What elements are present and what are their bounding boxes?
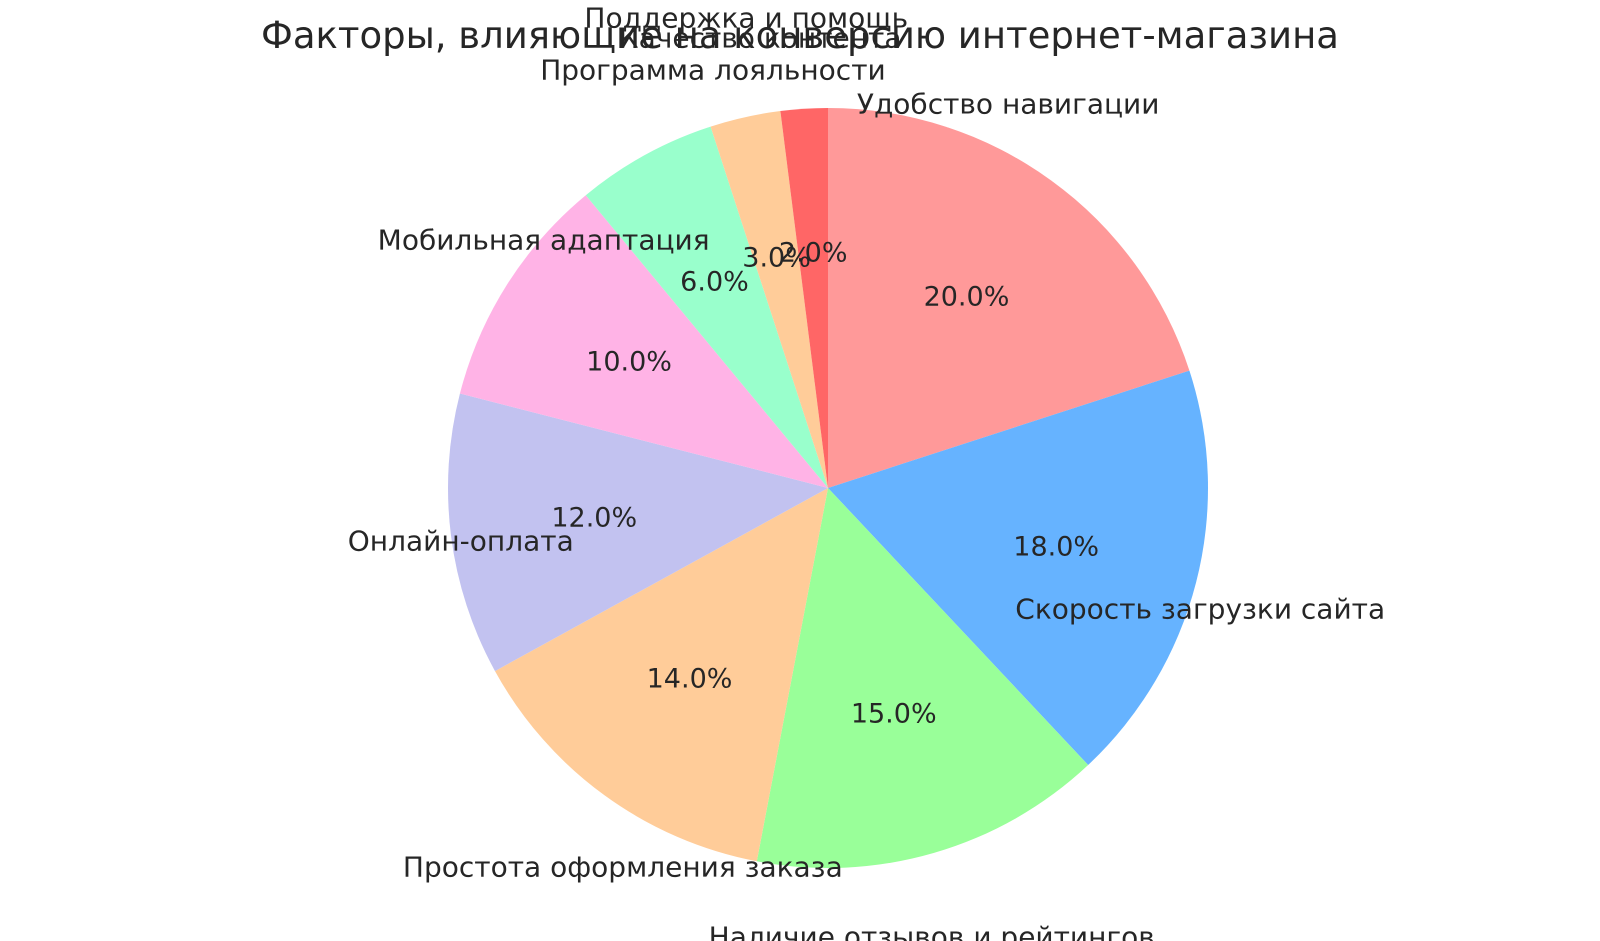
pie-slice-percentage: 18.0%: [1013, 531, 1100, 563]
pie-slice-label: Программа лояльности: [540, 53, 886, 87]
page-title: Факторы, влияющие на конверсию интернет-…: [261, 14, 1339, 57]
pie-slice-label: Скорость загрузки сайта: [1015, 592, 1386, 626]
pie-slice-group: [447, 108, 1209, 869]
pie-slice-percentage: 12.0%: [551, 502, 638, 534]
pie-slice-label: Простота оформления заказа: [402, 850, 843, 884]
pie-slice-percentage: 15.0%: [850, 698, 937, 730]
pie-slice-percentage: 10.0%: [586, 346, 672, 378]
pie-slice-label: Качество контента: [618, 21, 902, 55]
pie-slice[interactable]: [585, 126, 828, 488]
pie-slice[interactable]: [828, 108, 1190, 488]
pie-slice-percentage: 6.0%: [680, 266, 749, 298]
pie-slice[interactable]: [828, 370, 1209, 766]
pie-slice-label: Поддержка и помощь: [584, 1, 909, 35]
pie-slice[interactable]: [447, 393, 828, 672]
pie-slice[interactable]: [756, 488, 1089, 869]
pie-slice-label: Наличие отзывов и рейтингов: [708, 920, 1155, 941]
pie-slice[interactable]: [710, 111, 828, 488]
pie-slice-percentage: 14.0%: [646, 663, 733, 695]
pie-slice-label: Онлайн-оплата: [347, 524, 574, 558]
pie-slice-percentage: 20.0%: [923, 281, 1010, 313]
pie-slice[interactable]: [495, 488, 828, 862]
pie-slice-label: Удобство навигации: [856, 87, 1160, 121]
pie-slice-percentage: 2.0%: [778, 237, 848, 269]
pie-slice-percentage: 3.0%: [742, 242, 811, 274]
pie-slice-label: Мобильная адаптация: [377, 223, 710, 257]
pie-slice[interactable]: [459, 195, 828, 488]
pie-slice[interactable]: [780, 108, 828, 488]
